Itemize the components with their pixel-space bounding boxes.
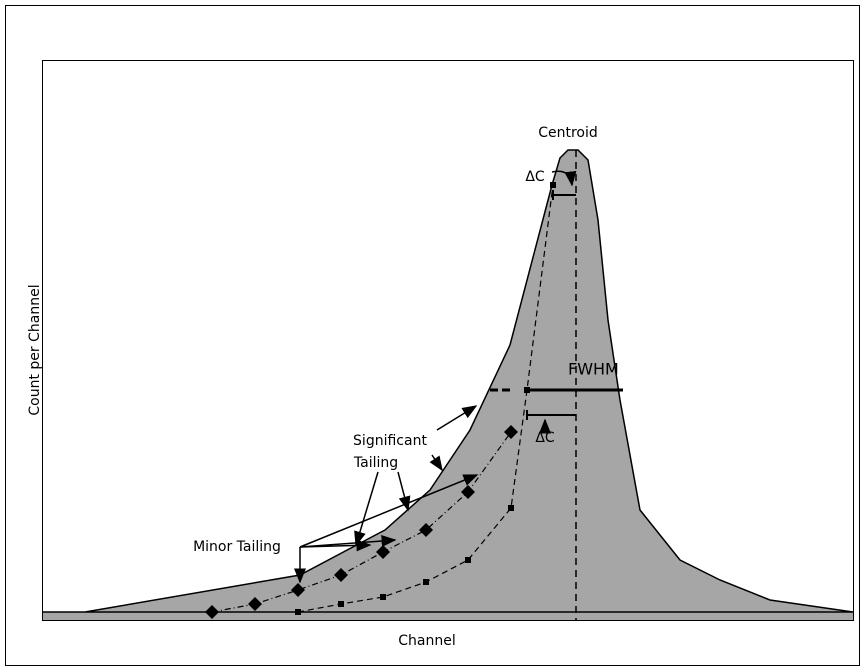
delta-c-bracket (552, 190, 576, 200)
square-markers (295, 182, 556, 615)
fwhm-label: FWHM (568, 360, 619, 379)
significant-tail (211, 431, 512, 613)
annotation-arrows (294, 405, 479, 584)
minor-tail (297, 184, 554, 613)
peak (43, 149, 854, 613)
diamond-markers (205, 425, 518, 619)
arrow (551, 170, 577, 187)
delta-c-bracket (526, 410, 576, 420)
minor-tailing-label: Minor Tailing (193, 539, 281, 555)
delta-c-label: ΔC (525, 169, 545, 185)
delta-c-label: ΔC (535, 430, 555, 446)
baseline-fill (43, 612, 853, 620)
significant-tailing-label: Significant (353, 433, 427, 449)
y-axis-label: Count per Channel (27, 284, 43, 415)
centroid-label: Centroid (538, 125, 598, 141)
x-axis-label: Channel (398, 633, 455, 649)
significant-tailing-label: Tailing (353, 455, 398, 471)
